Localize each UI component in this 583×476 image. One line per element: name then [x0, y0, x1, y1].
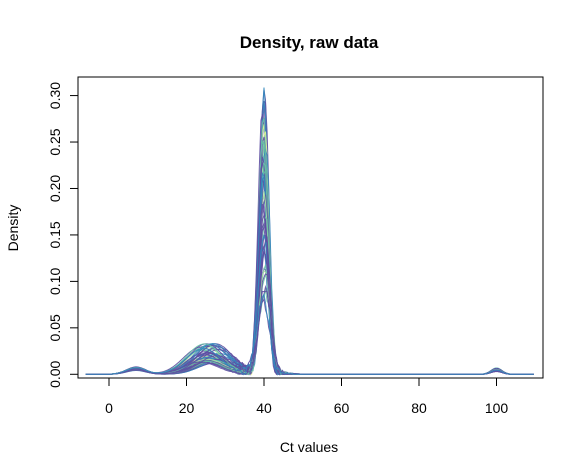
x-tick-label: 0 — [105, 400, 113, 416]
density-curve — [85, 233, 534, 375]
density-curve — [85, 273, 534, 375]
y-tick-label: 0.25 — [47, 128, 63, 155]
density-curve — [85, 124, 534, 376]
x-axis-label: Ct values — [280, 439, 338, 455]
density-curve — [85, 213, 534, 375]
plot-frame — [77, 76, 544, 379]
density-curve — [85, 101, 534, 376]
density-curve — [85, 191, 534, 375]
density-curve — [85, 162, 534, 376]
density-curve — [85, 245, 534, 375]
x-tick-label: 20 — [179, 400, 195, 416]
density-curve — [85, 290, 534, 375]
density-curve — [85, 170, 534, 376]
y-tick-label: 0.20 — [47, 175, 63, 202]
y-axis-label: Density — [5, 205, 21, 252]
density-curve — [85, 240, 534, 376]
density-curve — [85, 248, 534, 375]
density-curve — [85, 101, 534, 376]
x-tick-label: 60 — [334, 400, 350, 416]
y-tick-label: 0.00 — [47, 360, 63, 387]
density-curve — [85, 148, 534, 376]
density-curve — [85, 250, 534, 376]
density-curve — [85, 162, 534, 375]
y-tick-label: 0.15 — [47, 221, 63, 248]
density-curve — [85, 289, 534, 375]
density-curve — [85, 225, 534, 376]
density-curve — [85, 203, 534, 375]
y-axis: 0.00 0.05 0.10 0.15 0.20 0.25 0.30 — [47, 82, 79, 388]
density-curve — [85, 236, 534, 376]
density-curve — [85, 234, 534, 375]
density-curve — [85, 131, 534, 376]
density-curve — [85, 221, 534, 375]
density-curve — [85, 274, 534, 376]
chart-title: Density, raw data — [240, 33, 379, 52]
y-tick-label: 0.10 — [47, 268, 63, 295]
density-curve — [85, 269, 534, 376]
density-curve — [85, 113, 534, 376]
density-curve — [85, 297, 534, 375]
density-curve — [85, 87, 534, 376]
x-tick-label: 100 — [485, 400, 509, 416]
x-axis: 0 20 40 60 80 100 — [105, 377, 509, 416]
density-curve — [85, 156, 534, 375]
density-curve — [85, 141, 534, 376]
y-tick-label: 0.05 — [47, 314, 63, 341]
density-curve — [85, 194, 534, 376]
y-tick-label: 0.30 — [47, 82, 63, 109]
density-curve — [85, 171, 534, 375]
density-curve — [85, 293, 534, 375]
density-curve — [85, 89, 534, 376]
density-curve — [85, 140, 534, 376]
density-curve — [85, 264, 534, 375]
density-curve — [85, 100, 534, 376]
density-curve — [85, 195, 534, 375]
density-curve — [85, 139, 534, 376]
x-tick-label: 40 — [256, 400, 272, 416]
density-curve — [85, 216, 534, 375]
density-curve — [85, 177, 534, 375]
density-curve — [85, 267, 534, 376]
density-curve — [85, 136, 534, 375]
density-curve — [85, 175, 534, 375]
density-curve — [85, 198, 534, 376]
x-tick-label: 80 — [411, 400, 427, 416]
density-curve — [85, 284, 534, 375]
density-curve — [85, 117, 534, 376]
density-curves — [85, 87, 534, 376]
density-curve — [85, 170, 534, 376]
